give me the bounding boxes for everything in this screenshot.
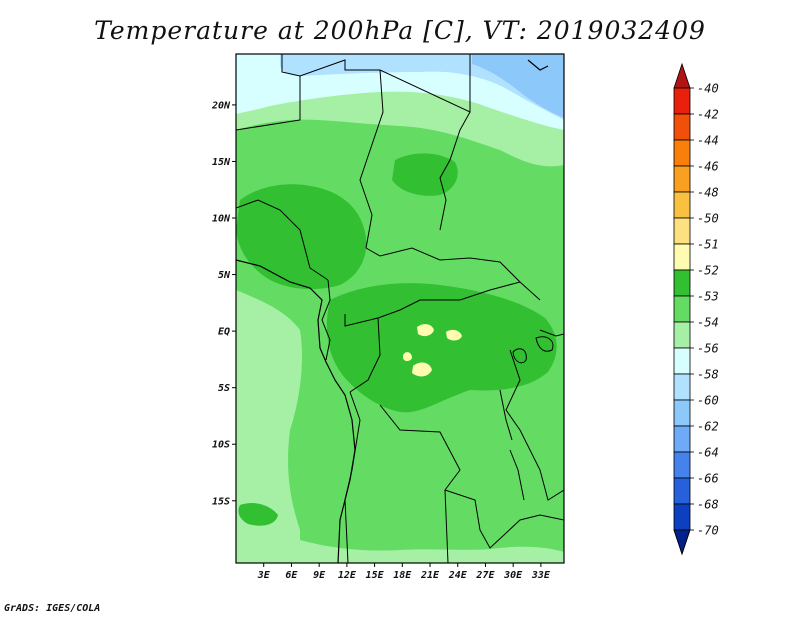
colorbar-top-arrow (673, 62, 691, 89)
colorbar-label: -58 (697, 368, 719, 382)
field-pocket-3 (412, 362, 432, 377)
colorbar-label: -50 (697, 212, 719, 226)
lat-tick-label: 5S (218, 383, 230, 394)
colorbar-label: -42 (697, 108, 719, 122)
lon-tick-label: 15E (366, 570, 385, 581)
lon-tick-label: 33E (531, 570, 551, 581)
field-pocket-2 (446, 329, 462, 341)
colorbar-block (673, 347, 691, 375)
colorbar-label: -44 (697, 134, 719, 148)
colorbar-block (673, 425, 691, 453)
colorbar-block (673, 399, 691, 427)
colorbar-label: -48 (697, 186, 719, 200)
colorbar-label: -54 (697, 316, 719, 330)
colorbar-block (673, 451, 691, 479)
colorbar-label: -68 (697, 498, 719, 512)
colorbar-block (673, 503, 691, 531)
field-cold-south (300, 540, 564, 563)
colorbar-block (673, 243, 691, 271)
lon-tick-label: 12E (338, 570, 357, 581)
colorbar-label: -53 (697, 290, 719, 304)
credit-label: GrADS: IGES/COLA (4, 603, 101, 614)
colorbar-label: -70 (697, 524, 719, 538)
lakes (499, 336, 554, 501)
lon-tick-label: 27E (475, 570, 495, 581)
colorbar-label: -62 (697, 420, 719, 434)
lon-tick-label: 9E (313, 570, 326, 581)
coastlines (236, 59, 549, 563)
colorbar-label: -56 (697, 342, 719, 356)
colorbar-block (673, 269, 691, 297)
lon-tick-label: 30E (503, 570, 523, 581)
colorbar-bottom-block (673, 529, 691, 556)
field-warm-westcentral (236, 184, 367, 290)
field-pocket-4 (403, 352, 412, 361)
lat-tick-label: 20N (211, 100, 231, 111)
lon-tick-label: 21E (420, 570, 440, 581)
lat-tick-label: 10N (212, 214, 231, 225)
lon-tick-label: 3E (257, 570, 271, 581)
lon-axis: 3E 6E 9E 12E 15E 18E 21E 24E 27E 30E 33E (257, 563, 551, 581)
colorbar-block (673, 477, 691, 505)
colorbar-block (673, 165, 691, 193)
colorbar-label: -51 (697, 238, 719, 252)
colorbar-block (673, 217, 691, 245)
colorbar-block (673, 295, 691, 323)
colorbar-block (673, 87, 691, 115)
country-borders (236, 54, 564, 563)
colorbar-bottom-arrow (673, 529, 691, 556)
colorbar-block (673, 321, 691, 349)
lat-tick-label: 5N (218, 270, 231, 281)
field-cold-west (236, 290, 302, 563)
colorbar-label: -66 (697, 472, 719, 486)
colorbar-label: -46 (697, 160, 719, 174)
lon-tick-label: 24E (448, 570, 468, 581)
lon-tick-label: 18E (393, 570, 412, 581)
colorbar-block (673, 113, 691, 141)
colorbar-block (673, 139, 691, 167)
map-title: Temperature at 200hPa [C], VT: 201903240… (94, 16, 706, 45)
colorbar-label: -52 (697, 264, 719, 278)
colorbar-block (673, 191, 691, 219)
colorbar-label: -64 (697, 446, 719, 460)
lat-axis: 20N 15N 10N 5N EQ 5S 10S 15S (211, 100, 236, 507)
map-frame (235, 53, 565, 564)
lat-tick-label: 10S (212, 440, 230, 451)
colorbar: -40 -42 -44 -46 -48 -50 -51 -52 -53 -54 -56 -58 -60 -… (673, 62, 719, 556)
colorbar-label: -60 (697, 394, 719, 408)
lat-tick-label: 15S (212, 496, 230, 507)
colorbar-label: -40 (697, 82, 719, 96)
lon-tick-label: 6E (285, 570, 298, 581)
lat-tick-label: 15N (212, 157, 231, 168)
field-warm-north (392, 153, 458, 196)
field-pocket-1 (417, 324, 434, 337)
lat-tick-label: EQ (218, 327, 230, 338)
colorbar-block (673, 373, 691, 401)
field-warm-south (238, 503, 278, 526)
